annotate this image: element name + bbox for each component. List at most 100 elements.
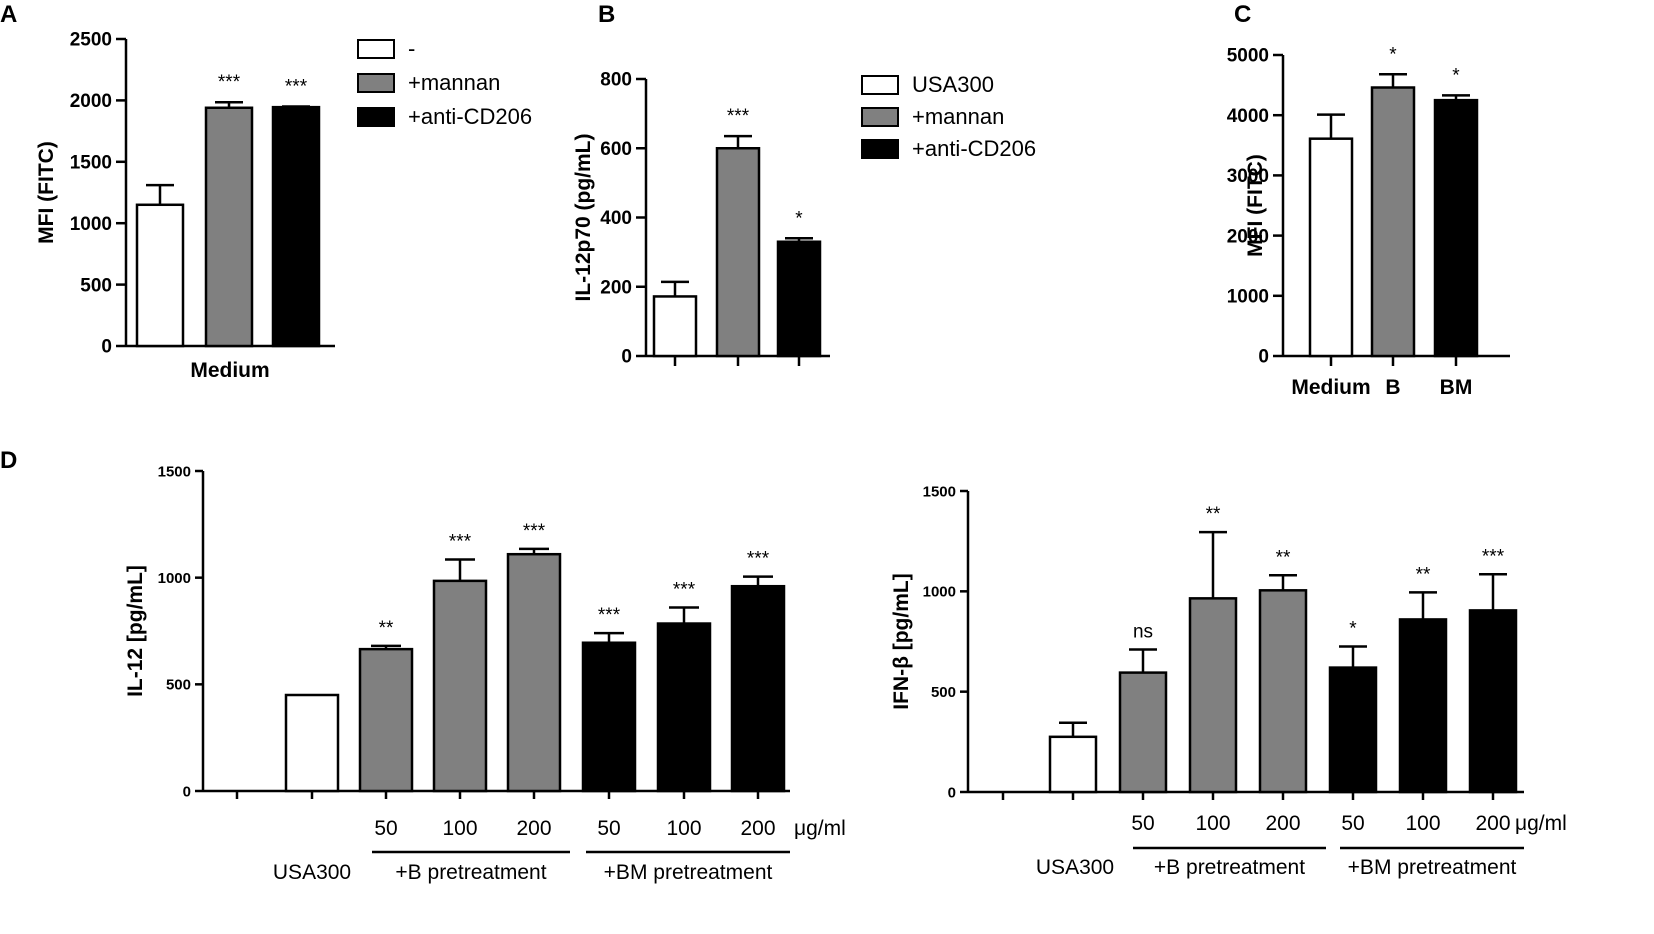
dose-label: 100 [1195, 812, 1230, 835]
dose-label: 200 [516, 817, 551, 840]
dose-label: 200 [740, 817, 775, 840]
bar [271, 105, 321, 348]
group-label-usa300: USA300 [1036, 856, 1114, 879]
panel-letter-b: B [598, 1, 615, 28]
bar [432, 579, 488, 793]
y-tick-label: 1500 [158, 463, 191, 480]
legend-swatch [861, 75, 899, 95]
y-tick-label: 1000 [1227, 286, 1269, 307]
y-tick-label: 3000 [1227, 166, 1269, 187]
y-tick-label: 1500 [70, 152, 112, 173]
y-tick-label: 0 [1258, 347, 1269, 368]
unit-label: μg/ml [794, 817, 846, 840]
significance-label: *** [523, 521, 546, 542]
bar [1308, 137, 1354, 358]
significance-label: *** [727, 106, 750, 127]
significance-label: *** [598, 605, 621, 626]
panel-letter-a: A [0, 1, 17, 28]
y-axis-title: IFN-β [pg/mL] [890, 573, 913, 709]
y-tick-label: 4000 [1227, 106, 1269, 127]
panel-d-il12-chart: 0 500 1000 1500 IL-12 [pg/mL] *** *** *** *** ***… [124, 463, 846, 884]
y-tick-label: 1500 [923, 483, 956, 500]
significance-label: ** [1276, 547, 1291, 568]
y-tick-label: 0 [183, 783, 191, 800]
y-axis-title: IL-12 [pg/mL] [124, 565, 147, 697]
bar [1118, 671, 1168, 794]
y-tick-label: 500 [80, 275, 112, 296]
group-label-b-pretreatment: +B pretreatment [1154, 856, 1305, 879]
panel-c-chart: 0 1000 2000 3000 4000 5000 MFI (FITC) * * Medium B… [1227, 44, 1510, 399]
significance-label: * [1389, 44, 1397, 65]
y-tick-label: 1000 [158, 570, 191, 587]
significance-label: *** [747, 549, 770, 570]
significance-label: *** [449, 532, 472, 553]
dose-label: 200 [1475, 812, 1510, 835]
dose-label: 50 [1341, 812, 1364, 835]
dose-label: 200 [1265, 812, 1300, 835]
y-tick-label: 800 [600, 70, 632, 91]
legend-label: +mannan [408, 70, 500, 95]
significance-label: * [1452, 65, 1460, 86]
legend-label: USA300 [912, 72, 994, 97]
bar [1468, 609, 1518, 794]
group-label-bm-pretreatment: +BM pretreatment [1348, 856, 1517, 879]
legend-label: - [408, 36, 415, 61]
significance-label: *** [218, 72, 241, 93]
y-tick-label: 500 [166, 677, 191, 694]
x-category-label: BM [1440, 376, 1473, 399]
bar [776, 240, 822, 358]
bar [358, 647, 414, 793]
legend-swatch [357, 73, 395, 93]
bar [581, 641, 637, 793]
y-tick-label: 5000 [1227, 46, 1269, 67]
bar [1370, 86, 1416, 358]
y-tick-label: 1000 [923, 584, 956, 601]
significance-label: ** [1416, 564, 1431, 585]
bar [506, 552, 562, 793]
significance-label: *** [1482, 546, 1505, 567]
y-tick-label: 2000 [1227, 226, 1269, 247]
group-label-usa300: USA300 [273, 861, 351, 884]
y-tick-label: 0 [948, 784, 956, 801]
significance-label: * [1349, 619, 1357, 640]
bar [1048, 735, 1098, 794]
y-tick-label: 200 [600, 277, 632, 298]
bar [284, 693, 340, 793]
bar [1188, 597, 1238, 794]
y-tick-label: 500 [931, 684, 956, 701]
significance-label: ns [1133, 622, 1153, 643]
panel-letter-d: D [0, 447, 17, 474]
significance-label: *** [673, 580, 696, 601]
dose-label: 50 [597, 817, 620, 840]
x-group-label: Medium [190, 359, 269, 382]
significance-label: * [795, 208, 803, 229]
y-axis-title: MFI (FITC) [35, 141, 58, 244]
y-axis-title: IL-12p70 (pg/mL) [572, 133, 595, 301]
bar [1433, 98, 1479, 358]
bar [135, 203, 185, 348]
group-label-b-pretreatment: +B pretreatment [395, 861, 546, 884]
legend-label: +anti-CD206 [912, 136, 1036, 161]
significance-label: ** [1206, 504, 1221, 525]
panel-a-chart: 0 500 1000 1500 2000 2500 MFI (FITC) *** *** Medi… [35, 30, 532, 382]
legend-label: +mannan [912, 104, 1004, 129]
dose-label: 50 [1131, 812, 1154, 835]
group-label-bm-pretreatment: +BM pretreatment [604, 861, 773, 884]
bar [1398, 618, 1448, 794]
legend-swatch [357, 107, 395, 127]
bar [656, 622, 712, 793]
bar [1258, 589, 1308, 794]
y-tick-label: 400 [600, 208, 632, 229]
x-category-label: B [1385, 376, 1400, 399]
dose-label: 50 [374, 817, 397, 840]
bar [1328, 666, 1378, 794]
y-axis-title: MFI (FITC) [1244, 154, 1267, 257]
panel-letter-c: C [1234, 1, 1251, 28]
x-category-label: Medium [1291, 376, 1370, 399]
dose-label: 100 [666, 817, 701, 840]
y-tick-label: 0 [101, 337, 112, 358]
legend-swatch [357, 39, 395, 59]
